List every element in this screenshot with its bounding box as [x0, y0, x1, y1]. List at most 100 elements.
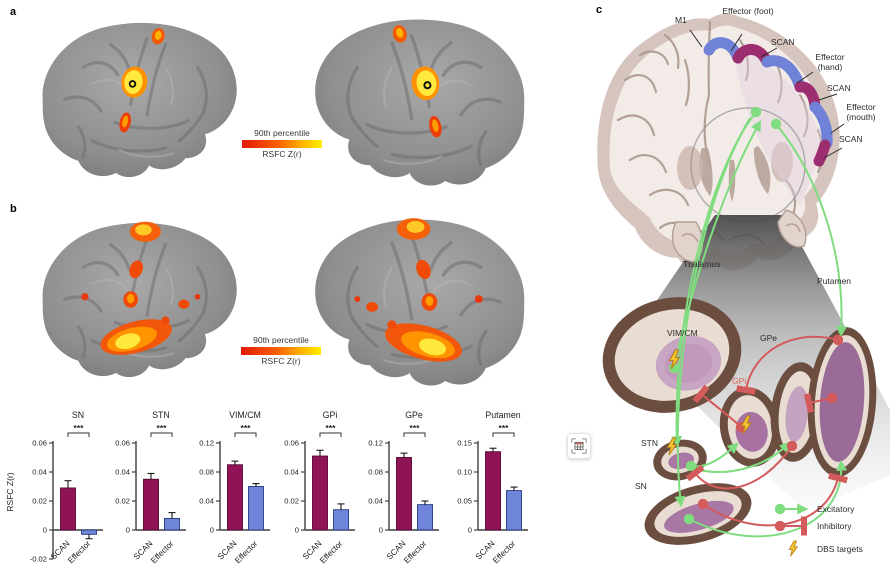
label-gpi: GPi: [732, 376, 747, 386]
bar-scan: [60, 487, 76, 531]
label-effector-foot: Effector (foot): [722, 6, 774, 16]
panel-c-circuit-diagram: c: [590, 0, 896, 581]
significance-bracket: [150, 432, 173, 437]
rsfc-hotspots-a: [119, 28, 165, 133]
y-tick-label: 0.06: [115, 439, 130, 448]
bar-effector: [81, 529, 97, 535]
bar-effector: [164, 517, 180, 531]
y-tick-label: 0.08: [199, 468, 214, 477]
dbs-legend-icon: [788, 540, 798, 557]
stn-shape: [653, 439, 707, 481]
ribbon-scan-3: [813, 139, 831, 167]
y-tick-label: 0.04: [284, 468, 299, 477]
y-tick-label: 0.04: [115, 468, 130, 477]
y-tick-label: 0.05: [457, 497, 472, 506]
y-tick-label: 0.12: [368, 439, 383, 448]
bar-scan: [143, 478, 159, 531]
legend-dbs-label: DBS targets: [817, 544, 863, 554]
label-scan-2: SCAN: [827, 83, 851, 93]
excitatory-connections: [668, 106, 848, 538]
label-effector-mouth: Effector (mouth): [846, 102, 876, 123]
ribbon-effector-hand: [761, 55, 806, 93]
significance-stars: ***: [410, 423, 421, 433]
y-tick-label: 0: [379, 526, 383, 535]
x-tick-label: Effector: [402, 539, 428, 565]
bar-chart-stn: STN *** 0 0.02 0.04 0.06 SCAN Effector: [106, 406, 190, 580]
label-thalamus: Thalamus: [683, 259, 721, 269]
y-tick-label: 0.02: [115, 497, 130, 506]
sn-shape: [644, 483, 752, 545]
y-tick-label: 0.08: [368, 468, 383, 477]
significance-bracket: [403, 432, 426, 437]
x-tick-label: Effector: [491, 539, 517, 565]
label-m1: M1: [675, 15, 687, 25]
bar-effector: [333, 509, 349, 531]
chart-title: GPe: [405, 410, 423, 420]
seed-marker: [128, 80, 137, 88]
label-stn: STN: [641, 438, 658, 448]
chart-title: Putamen: [485, 410, 520, 420]
y-tick-label: 0: [43, 526, 47, 535]
brain-map-b-right: [303, 208, 540, 396]
label-putamen: Putamen: [817, 276, 852, 286]
y-tick-label: 0.06: [284, 439, 299, 448]
y-tick-label: 0.04: [199, 497, 214, 506]
y-tick-label: 0.02: [32, 497, 47, 506]
y-tick-label: 0.04: [368, 497, 383, 506]
label-scan-1: SCAN: [771, 37, 795, 47]
y-tick-label: 0: [210, 526, 214, 535]
rsfc-hotspots-b: [81, 221, 201, 355]
label-sn: SN: [635, 481, 647, 491]
y-tick-label: 0: [295, 526, 299, 535]
bar-chart-putamen: Putamen *** 0 0.05 0.10 0.15 SCAN Effector: [448, 406, 532, 580]
bar-scan: [485, 451, 501, 531]
panel-c-letter: c: [596, 4, 603, 16]
colorbar-a-title: 90th percentile: [254, 128, 310, 138]
legend-excitatory-label: Excitatory: [817, 504, 855, 514]
bar-chart-gpe: GPe *** 0 0.04 0.08 0.12 SCAN Effector: [359, 406, 443, 580]
significance-bracket: [234, 432, 257, 437]
significance-stars: ***: [241, 423, 252, 433]
bar-chart-sn: SN *** -0.02 0 0.02 0.04 0.06 SCAN Effector: [23, 406, 107, 580]
bar-effector: [417, 504, 433, 531]
table-viewer-button[interactable]: [567, 433, 591, 459]
chart-title: VIM/CM: [229, 410, 261, 420]
label-scan-3: SCAN: [839, 134, 863, 144]
significance-bracket: [492, 432, 515, 437]
colorbar-b: 90th percentile RSFC Z(r): [221, 335, 341, 366]
chart-title: GPi: [323, 410, 338, 420]
circuit-diagram-art: [597, 13, 890, 557]
bar-chart-gpi: GPi *** 0 0.02 0.04 0.06 SCAN Effector: [275, 406, 359, 580]
brain-map-b-left: [41, 221, 239, 379]
y-tick-label: 0: [468, 526, 472, 535]
x-tick-label: Effector: [149, 539, 175, 565]
y-tick-label: 0: [126, 526, 130, 535]
panel-b-letter: b: [10, 203, 17, 215]
y-tick-label: 0.10: [457, 468, 472, 477]
y-tick-label: 0.06: [32, 439, 47, 448]
y-tick-label: 0.12: [199, 439, 214, 448]
significance-stars: ***: [499, 423, 510, 433]
significance-stars: ***: [326, 423, 337, 433]
significance-stars: ***: [74, 423, 85, 433]
colorbar-b-caption: RSFC Z(r): [261, 355, 301, 366]
x-tick-label: Effector: [66, 539, 92, 565]
chart-title: SN: [72, 410, 84, 420]
legend-symbols: [774, 503, 809, 557]
significance-stars: ***: [157, 423, 168, 433]
bar-effector: [248, 486, 264, 531]
bar-scan: [396, 457, 412, 531]
colorbar-a-caption: RSFC Z(r): [262, 148, 302, 159]
colorbar-a-gradient: [242, 139, 322, 148]
x-tick-label: Effector: [318, 539, 344, 565]
bar-effector: [506, 490, 522, 531]
legend-inhibitory-label: Inhibitory: [817, 521, 852, 531]
y-axis-label: RSFC Z(r): [5, 472, 15, 512]
